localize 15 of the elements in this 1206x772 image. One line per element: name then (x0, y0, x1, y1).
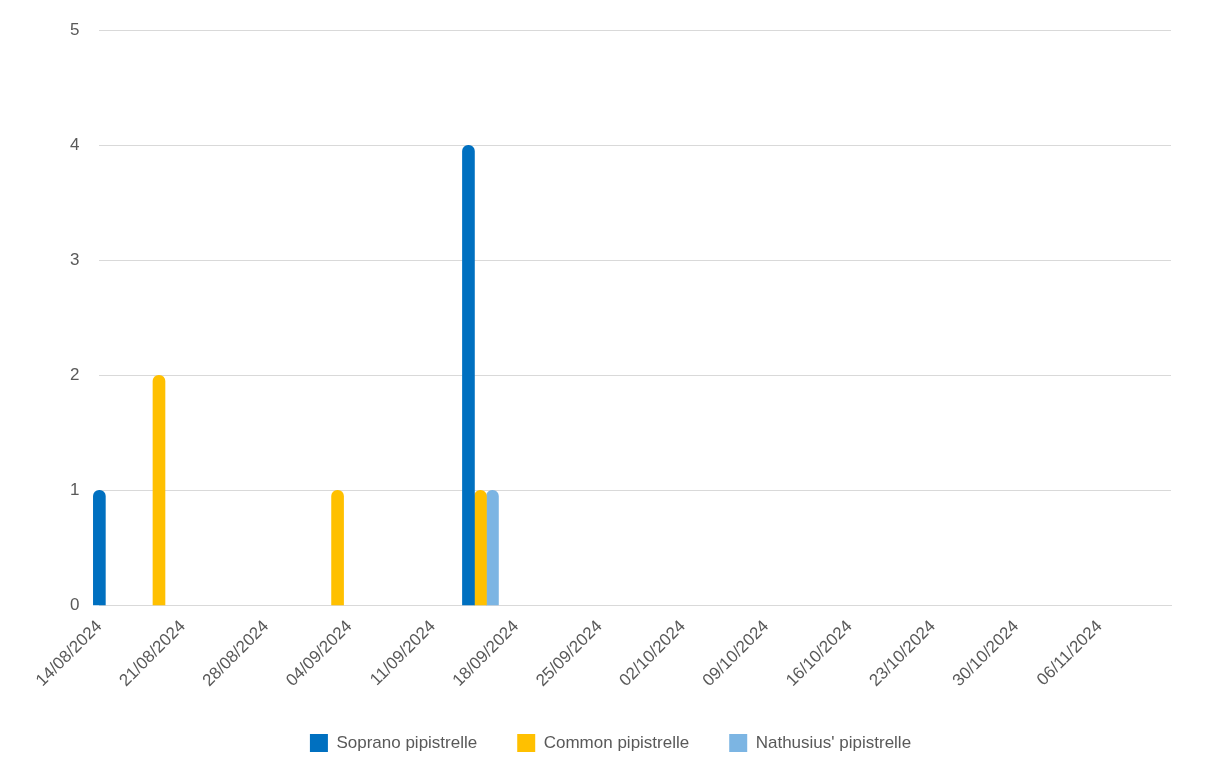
bar (474, 490, 487, 606)
bar (462, 144, 475, 606)
legend-label: Nathusius' pipistrelle (755, 732, 912, 752)
bar (152, 375, 166, 606)
legend-label: Soprano pipistrelle (336, 732, 478, 752)
bar (486, 490, 499, 606)
y-tick-label: 4 (69, 134, 80, 154)
y-tick-label: 2 (69, 365, 80, 385)
bar (331, 490, 344, 606)
bar (93, 490, 106, 606)
y-tick-label: 3 (69, 249, 80, 269)
y-tick-label: 0 (69, 595, 80, 615)
legend-label: Common pipistrelle (543, 732, 690, 752)
y-tick-label: 5 (69, 19, 80, 39)
y-tick-label: 1 (69, 480, 80, 500)
